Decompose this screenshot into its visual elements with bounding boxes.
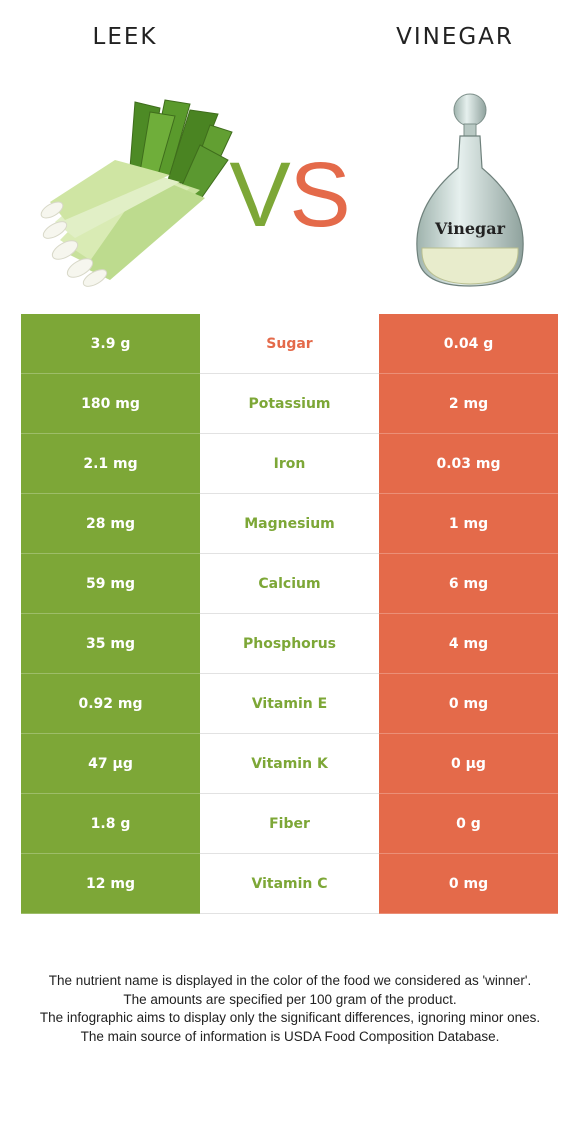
nutrient-name: Phosphorus — [200, 614, 379, 674]
leek-value: 3.9 g — [21, 314, 200, 374]
leek-value: 0.92 mg — [21, 674, 200, 734]
vinegar-image: Vinegar — [400, 88, 540, 298]
nutrient-name: Calcium — [200, 554, 379, 614]
vinegar-value: 1 mg — [379, 494, 558, 554]
left-food-title: LEEK — [92, 24, 158, 50]
vinegar-value: 0.04 g — [379, 314, 558, 374]
vinegar-value: 0 mg — [379, 854, 558, 914]
table-row: 35 mg Phosphorus 4 mg — [21, 614, 558, 674]
vinegar-value: 0 µg — [379, 734, 558, 794]
table-row: 28 mg Magnesium 1 mg — [21, 494, 558, 554]
nutrient-name: Iron — [200, 434, 379, 494]
vinegar-value: 4 mg — [379, 614, 558, 674]
table-row: 59 mg Calcium 6 mg — [21, 554, 558, 614]
vinegar-bottle-label: Vinegar — [434, 219, 506, 238]
nutrient-name: Vitamin C — [200, 854, 379, 914]
leek-value: 1.8 g — [21, 794, 200, 854]
table-row: 180 mg Potassium 2 mg — [21, 374, 558, 434]
leek-value: 2.1 mg — [21, 434, 200, 494]
footnote-line: The infographic aims to display only the… — [39, 1010, 541, 1025]
footnote-line: The amounts are specified per 100 gram o… — [123, 991, 457, 1007]
comparison-table: 3.9 g Sugar 0.04 g 180 mg Potassium 2 mg 2.1 m… — [21, 314, 558, 914]
leek-value: 47 µg — [21, 734, 200, 794]
vinegar-value: 2 mg — [379, 374, 558, 434]
nutrient-name: Sugar — [200, 314, 379, 374]
leek-value: 12 mg — [21, 854, 200, 914]
leek-value: 59 mg — [21, 554, 200, 614]
nutrient-name: Fiber — [200, 794, 379, 854]
nutrient-name: Vitamin K — [200, 734, 379, 794]
footnote-line: The main source of information is USDA F… — [80, 1028, 500, 1044]
leek-value: 180 mg — [21, 374, 200, 434]
leek-image — [40, 90, 240, 290]
footnote: The nutrient name is displayed in the co… — [20, 972, 560, 1046]
vinegar-value: 0 g — [379, 794, 558, 854]
vs-letter-s: S — [289, 144, 350, 238]
vinegar-value: 0 mg — [379, 674, 558, 734]
nutrient-name: Vitamin E — [200, 674, 379, 734]
vs-letter-v: V — [230, 144, 291, 238]
vs-label: V S — [229, 138, 350, 246]
footnote-line: The nutrient name is displayed in the co… — [48, 973, 532, 988]
table-row: 3.9 g Sugar 0.04 g — [21, 314, 558, 374]
vinegar-value: 6 mg — [379, 554, 558, 614]
leek-value: 28 mg — [21, 494, 200, 554]
leek-value: 35 mg — [21, 614, 200, 674]
table-row: 2.1 mg Iron 0.03 mg — [21, 434, 558, 494]
right-food-title: VINEGAR — [396, 24, 514, 50]
nutrient-name: Potassium — [200, 374, 379, 434]
table-row: 1.8 g Fiber 0 g — [21, 794, 558, 854]
nutrient-name: Magnesium — [200, 494, 379, 554]
vinegar-value: 0.03 mg — [379, 434, 558, 494]
